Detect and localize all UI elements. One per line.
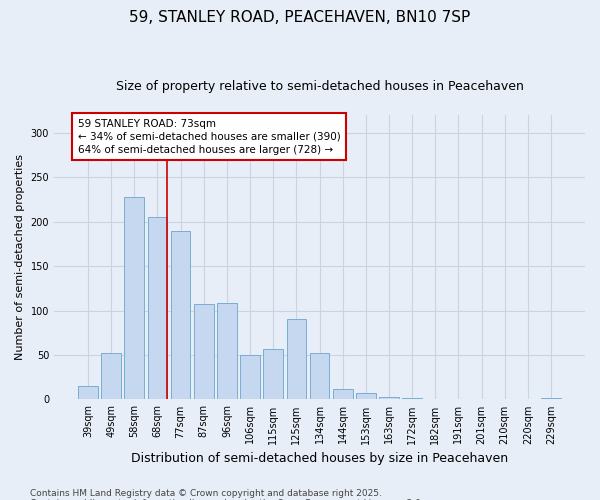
- Bar: [263, 349, 283, 400]
- Text: Contains HM Land Registry data © Crown copyright and database right 2025.: Contains HM Land Registry data © Crown c…: [30, 488, 382, 498]
- Text: 59, STANLEY ROAD, PEACEHAVEN, BN10 7SP: 59, STANLEY ROAD, PEACEHAVEN, BN10 7SP: [130, 10, 470, 25]
- Bar: [333, 389, 353, 400]
- Bar: [217, 304, 237, 400]
- Bar: [148, 217, 167, 400]
- Y-axis label: Number of semi-detached properties: Number of semi-detached properties: [15, 154, 25, 360]
- X-axis label: Distribution of semi-detached houses by size in Peacehaven: Distribution of semi-detached houses by …: [131, 452, 508, 465]
- Bar: [379, 397, 399, 400]
- Bar: [541, 398, 561, 400]
- Bar: [356, 393, 376, 400]
- Bar: [78, 386, 98, 400]
- Bar: [402, 398, 422, 400]
- Bar: [171, 230, 190, 400]
- Bar: [124, 197, 144, 400]
- Text: 59 STANLEY ROAD: 73sqm
← 34% of semi-detached houses are smaller (390)
64% of se: 59 STANLEY ROAD: 73sqm ← 34% of semi-det…: [77, 118, 340, 155]
- Bar: [101, 353, 121, 400]
- Title: Size of property relative to semi-detached houses in Peacehaven: Size of property relative to semi-detach…: [116, 80, 523, 93]
- Bar: [310, 353, 329, 400]
- Bar: [287, 320, 306, 400]
- Bar: [425, 398, 445, 400]
- Bar: [240, 355, 260, 400]
- Bar: [194, 304, 214, 400]
- Text: Contains public sector information licensed under the Open Government Licence v3: Contains public sector information licen…: [30, 498, 424, 500]
